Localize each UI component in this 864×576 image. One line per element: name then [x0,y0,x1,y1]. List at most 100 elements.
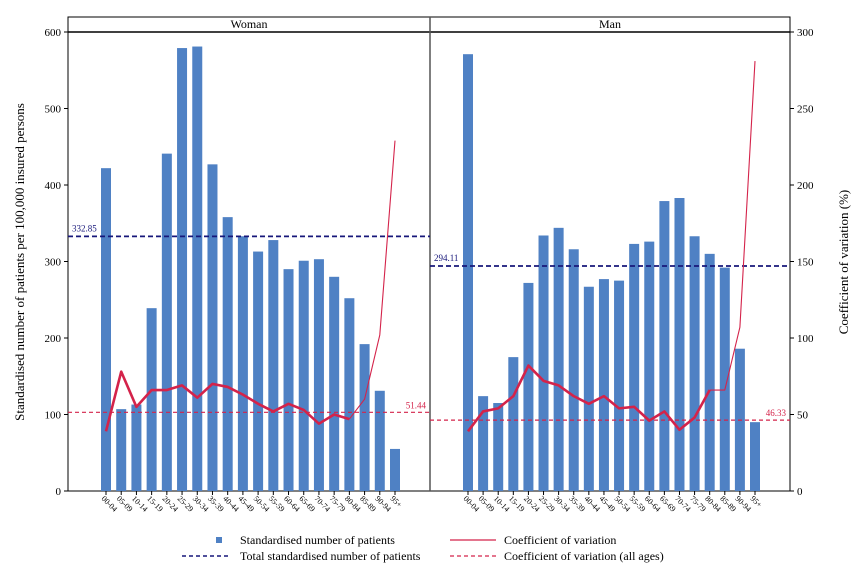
bar [237,236,248,491]
bar [329,276,340,491]
x-tick-label: 10-14 [130,494,150,514]
bar [161,153,172,491]
x-tick-label: 60-64 [282,494,302,514]
bar [719,267,730,491]
bar [493,403,504,491]
y2-tick-label: 200 [797,180,814,192]
y-tick-label: 0 [56,486,62,498]
legend-label-cv: Coefficient of variation [504,533,616,547]
cv-line [104,370,350,432]
x-tick-label: 00-04 [100,494,120,514]
x-tick-label: 10-14 [492,494,512,514]
x-tick-label: 55-59 [267,494,287,514]
cv-all-ages-label: 51.44 [406,400,427,410]
x-tick-label: 20-24 [522,494,542,514]
bar [268,240,279,491]
x-tick-label: 80-84 [343,494,363,514]
bar [116,409,127,491]
bar [313,259,324,491]
panel-woman: Woman 00-0405-0910-1415-1920-2425-2930-34… [68,17,430,514]
x-tick-label: 90-94 [373,494,393,514]
x-tick-label: 80-84 [703,494,723,514]
x-tick-label: 25-29 [176,494,196,514]
x-tick-label: 30-34 [191,494,211,514]
bar [374,390,385,491]
bar [463,54,473,492]
bar [390,448,400,491]
bar [207,164,218,491]
y-tick-label: 600 [45,27,62,39]
bar [629,243,640,491]
x-tick-label: 00-04 [462,494,482,514]
cv-line-tail [348,140,396,420]
bar [598,279,609,491]
bar [253,251,264,491]
y-tick-label: 300 [45,257,62,269]
bar [583,286,594,491]
bar [704,253,715,491]
y-axis-title: Standardised number of patients per 100,… [12,103,27,421]
x-tick-label: 05-09 [477,494,497,514]
panel-man: Man 00-0405-0910-1415-1920-2425-2930-3435… [430,17,790,514]
x-tick-label: 50-54 [613,494,633,514]
y2-tick-label: 50 [797,410,809,422]
legend-label-patients: Standardised number of patients [240,533,395,547]
y2-tick-label: 150 [797,257,814,269]
y2-tick-label: 250 [797,104,814,116]
bar [659,201,670,491]
bar [750,422,760,491]
y-tick-label: 200 [45,333,62,345]
x-tick-label: 35-39 [567,494,587,514]
x-tick-label: 25-29 [537,494,557,514]
plot-frame [67,16,791,492]
total-standardised-label: 332.85 [72,223,97,233]
y2-tick-label: 0 [797,486,803,498]
y2-tick-label: 300 [797,27,814,39]
bar [568,249,579,491]
bar [478,396,489,491]
bar [298,260,309,491]
panel-title: Woman [230,17,267,31]
bar [644,241,655,491]
x-tick-label: 30-34 [552,494,572,514]
bar [523,282,534,491]
x-tick-label: 35-39 [206,494,226,514]
y2-tick-label: 100 [797,333,814,345]
bar [101,168,111,492]
y-tick-label: 500 [45,104,62,116]
x-tick-label: 15-19 [507,494,527,514]
cv-line-tail [709,61,756,391]
x-tick-label: 60-64 [643,494,663,514]
x-tick-label: 40-44 [221,494,241,514]
bar [131,404,142,491]
x-tick-label: 45-49 [598,494,618,514]
x-tick-label: 45-49 [236,494,256,514]
bar [614,280,625,491]
legend-swatch-patients [216,537,222,543]
bar [674,198,685,491]
bar [192,46,203,491]
bar [538,235,549,491]
bar [508,357,519,491]
x-tick-label: 75-79 [328,494,348,514]
legend-label-cv-all: Coefficient of variation (all ages) [504,549,664,563]
x-tick-label: 20-24 [160,494,180,514]
bar [222,217,233,491]
bar [177,48,188,491]
x-tick-label: 15-19 [145,494,165,514]
x-tick-label: 90-94 [733,494,753,514]
total-standardised-label: 294.11 [434,253,458,263]
x-tick-label: 55-59 [628,494,648,514]
bar [689,236,700,491]
panel-title: Man [599,17,621,31]
y-tick-label: 100 [45,410,62,422]
bar [359,344,370,491]
plot-area: 0 100 200 300 400 500 600 0 50 100 150 200 250 300 Wom… [45,16,814,514]
y2-axis-title: Coefficient of variation (%) [836,190,851,335]
x-tick-label: 85-89 [718,494,738,514]
legend-label-total: Total standardised number of patients [240,549,421,563]
bar [146,308,157,491]
x-tick-label: 65-69 [297,494,317,514]
bar [553,227,564,491]
